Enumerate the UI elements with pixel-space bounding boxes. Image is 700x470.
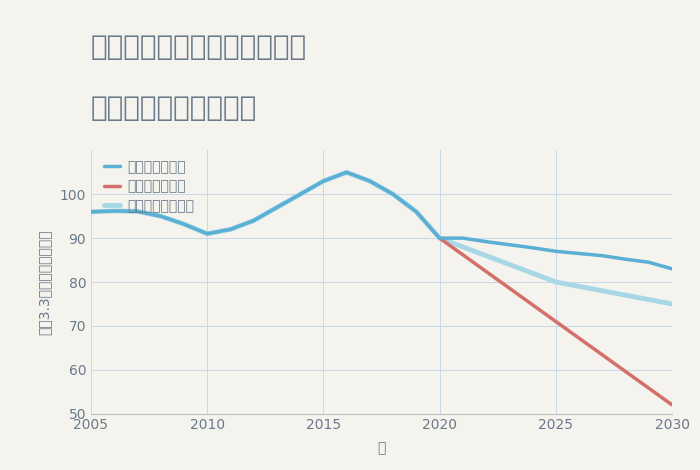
- Text: 中古戸建ての価格推移: 中古戸建ての価格推移: [91, 94, 258, 122]
- ノーマルシナリオ: [133, 209, 141, 214]
- グッドシナリオ: [552, 249, 560, 254]
- グッドシナリオ: [157, 213, 165, 219]
- Legend: グッドシナリオ, バッドシナリオ, ノーマルシナリオ: グッドシナリオ, バッドシナリオ, ノーマルシナリオ: [104, 160, 195, 213]
- ノーマルシナリオ: [203, 231, 211, 236]
- グッドシナリオ: [622, 256, 630, 262]
- ノーマルシナリオ: [645, 297, 653, 302]
- ノーマルシナリオ: [342, 170, 351, 175]
- グッドシナリオ: [87, 209, 95, 215]
- ノーマルシナリオ: [157, 213, 165, 219]
- ノーマルシナリオ: [575, 283, 583, 289]
- ノーマルシナリオ: [87, 209, 95, 215]
- ノーマルシナリオ: [622, 292, 630, 298]
- グッドシナリオ: [435, 235, 444, 241]
- ノーマルシナリオ: [528, 270, 537, 276]
- グッドシナリオ: [389, 191, 398, 197]
- ノーマルシナリオ: [180, 221, 188, 227]
- グッドシナリオ: [133, 209, 141, 214]
- グッドシナリオ: [645, 259, 653, 265]
- ノーマルシナリオ: [319, 178, 328, 184]
- グッドシナリオ: [342, 170, 351, 175]
- ノーマルシナリオ: [668, 301, 676, 307]
- グッドシナリオ: [412, 209, 421, 215]
- ノーマルシナリオ: [365, 178, 374, 184]
- グッドシナリオ: [319, 178, 328, 184]
- グッドシナリオ: [249, 218, 258, 223]
- Line: グッドシナリオ: グッドシナリオ: [91, 172, 672, 269]
- ノーマルシナリオ: [412, 209, 421, 215]
- バッドシナリオ: [668, 402, 676, 407]
- グッドシナリオ: [575, 251, 583, 256]
- ノーマルシナリオ: [226, 227, 234, 232]
- バッドシナリオ: [435, 235, 444, 241]
- ノーマルシナリオ: [389, 191, 398, 197]
- グッドシナリオ: [273, 204, 281, 210]
- ノーマルシナリオ: [249, 218, 258, 223]
- ノーマルシナリオ: [598, 288, 606, 294]
- ノーマルシナリオ: [273, 204, 281, 210]
- グッドシナリオ: [458, 235, 467, 241]
- ノーマルシナリオ: [552, 279, 560, 285]
- Text: 兵庫県神戸市垂水区御霊町の: 兵庫県神戸市垂水区御霊町の: [91, 33, 307, 61]
- グッドシナリオ: [226, 227, 234, 232]
- グッドシナリオ: [296, 191, 304, 197]
- グッドシナリオ: [482, 239, 490, 244]
- Line: バッドシナリオ: バッドシナリオ: [440, 238, 672, 405]
- ノーマルシナリオ: [505, 262, 514, 267]
- グッドシナリオ: [668, 266, 676, 272]
- グッドシナリオ: [528, 245, 537, 251]
- ノーマルシナリオ: [296, 191, 304, 197]
- X-axis label: 年: 年: [377, 441, 386, 455]
- グッドシナリオ: [598, 253, 606, 258]
- ノーマルシナリオ: [435, 235, 444, 241]
- グッドシナリオ: [110, 208, 118, 214]
- グッドシナリオ: [203, 231, 211, 236]
- グッドシナリオ: [365, 178, 374, 184]
- ノーマルシナリオ: [110, 208, 118, 214]
- ノーマルシナリオ: [458, 244, 467, 250]
- ノーマルシナリオ: [482, 253, 490, 258]
- グッドシナリオ: [505, 242, 514, 248]
- グッドシナリオ: [180, 221, 188, 227]
- Y-axis label: 坪（3.3㎡）単価（万円）: 坪（3.3㎡）単価（万円）: [37, 229, 51, 335]
- Line: ノーマルシナリオ: ノーマルシナリオ: [91, 172, 672, 304]
